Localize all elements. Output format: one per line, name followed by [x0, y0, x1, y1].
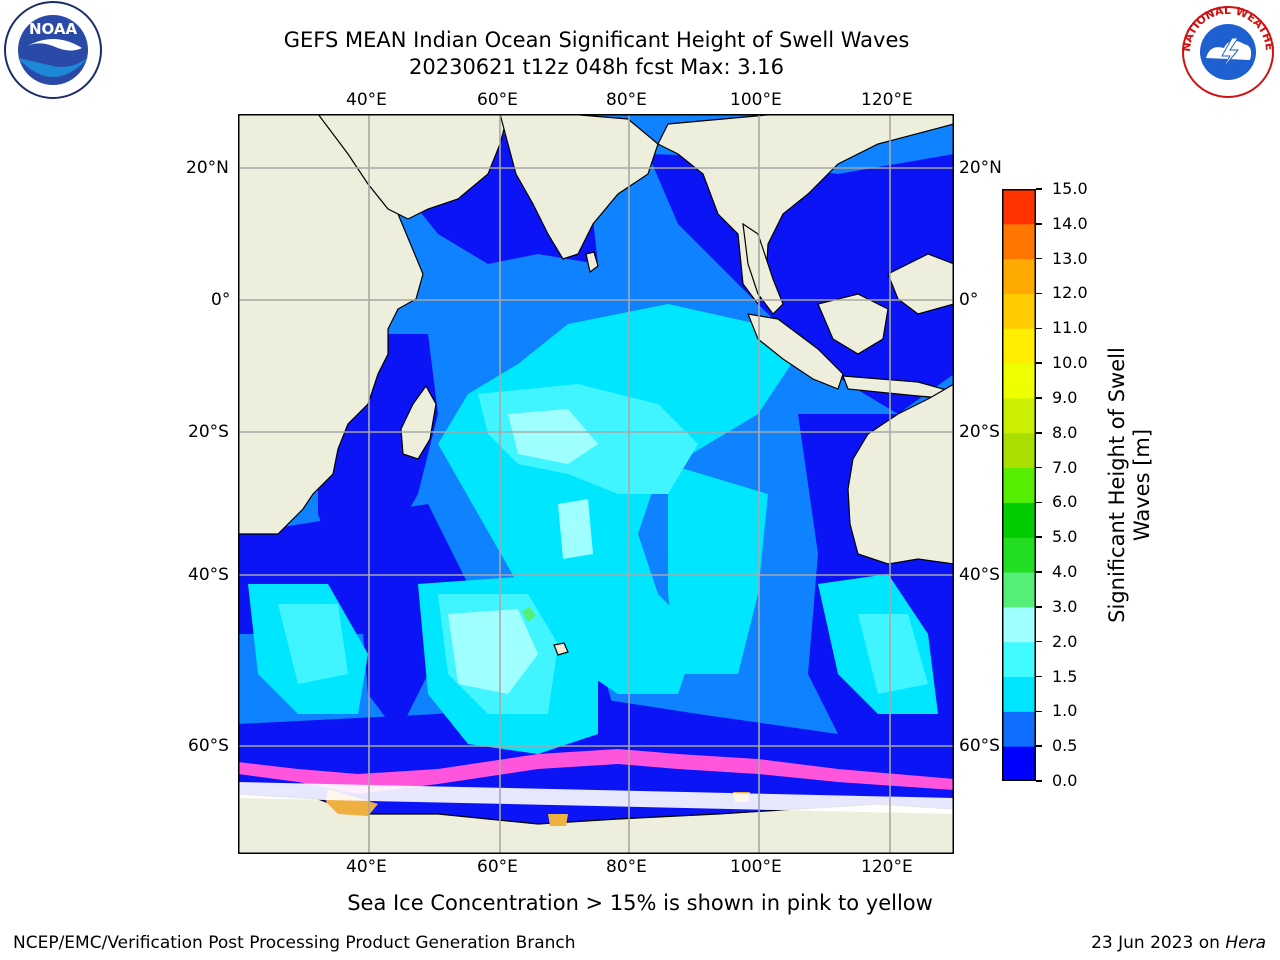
nws-logo: NATIONAL WEATHER SERVICE — [1172, 0, 1280, 102]
colorbar-level-label: 11.0 — [1052, 318, 1088, 338]
colorbar-level-label: 0.5 — [1052, 736, 1078, 756]
lon-label-bottom-60e: 60°E — [477, 857, 518, 877]
colorbar-tick — [1036, 397, 1042, 399]
colorbar-segment — [1002, 363, 1036, 399]
colorbar-tick — [1036, 223, 1042, 225]
lat-label-right-60s: 60°S — [959, 736, 1000, 756]
colorbar-segment — [1002, 502, 1036, 538]
colorbar-segment — [1002, 572, 1036, 608]
colorbar-level-label: 5.0 — [1052, 527, 1078, 547]
map-title: GEFS MEAN Indian Ocean Significant Heigh… — [283, 28, 910, 52]
colorbar-frame — [1002, 189, 1036, 781]
colorbar-segment — [1002, 467, 1036, 503]
colorbar — [1002, 189, 1036, 781]
sea-ice-caption: Sea Ice Concentration > 15% is shown in … — [347, 891, 933, 915]
colorbar-tick — [1036, 571, 1042, 573]
colorbar-tick — [1036, 432, 1042, 434]
lon-label-top-120e: 120°E — [861, 90, 913, 110]
colorbar-tick — [1036, 466, 1042, 469]
colorbar-segment — [1002, 432, 1036, 469]
colorbar-tick — [1036, 675, 1042, 678]
lat-label-left-60s: 60°S — [188, 736, 229, 756]
colorbar-tick — [1036, 780, 1042, 782]
colorbar-level-label: 3.0 — [1052, 596, 1078, 616]
footer-date-text: 23 Jun 2023 on — [1091, 933, 1226, 953]
colorbar-level-label: 15.0 — [1052, 179, 1088, 198]
colorbar-tick — [1036, 745, 1042, 747]
colorbar-tick — [1036, 710, 1042, 713]
map-frame — [238, 114, 954, 854]
lat-label-right-20n: 20°N — [959, 158, 1002, 178]
colorbar-segment — [1002, 676, 1036, 712]
lat-label-left-20s: 20°S — [188, 422, 229, 442]
colorbar-level-label: 1.0 — [1052, 701, 1078, 721]
colorbar-level-label: 7.0 — [1052, 457, 1078, 477]
lat-label-left-0: 0° — [211, 290, 231, 310]
colorbar-level-label: 14.0 — [1052, 213, 1088, 233]
colorbar-tick — [1036, 327, 1042, 330]
lon-label-bottom-120e: 120°E — [861, 857, 913, 877]
lon-label-top-40e: 40°E — [346, 90, 387, 110]
colorbar-level-label: 1.5 — [1052, 666, 1078, 686]
colorbar-title: Significant Height of Swell Waves [m] — [1105, 347, 1154, 623]
lat-label-left-20n: 20°N — [186, 158, 229, 178]
colorbar-level-label: 13.0 — [1052, 248, 1088, 268]
colorbar-segment — [1002, 223, 1036, 260]
lon-label-top-100e: 100°E — [730, 90, 782, 110]
sea-ice-edge — [238, 749, 954, 826]
lon-label-top-60e: 60°E — [477, 90, 518, 110]
noaa-logo-text: NOAA — [29, 20, 78, 38]
lat-label-right-0: 0° — [959, 290, 979, 310]
colorbar-level-label: 0.0 — [1052, 771, 1078, 790]
colorbar-segment — [1002, 711, 1036, 747]
lon-label-bottom-40e: 40°E — [346, 857, 387, 877]
graticule — [238, 114, 954, 854]
colorbar-tick — [1036, 362, 1042, 364]
lon-label-top-80e: 80°E — [606, 90, 647, 110]
lon-label-bottom-80e: 80°E — [606, 857, 647, 877]
lat-label-right-20s: 20°S — [959, 422, 1000, 442]
noaa-logo: NOAA — [0, 0, 106, 106]
colorbar-tick — [1036, 606, 1042, 608]
colorbar-segment — [1002, 641, 1036, 678]
colorbar-tick — [1036, 292, 1042, 295]
colorbar-tick — [1036, 501, 1042, 504]
land-masses — [238, 114, 954, 854]
footer-date: 23 Jun 2023 on Hera — [1091, 933, 1266, 953]
colorbar-segment — [1002, 746, 1036, 781]
map-subtitle: 20230621 t12z 048h fcst Max: 3.16 — [409, 55, 784, 79]
swell-peak-area — [522, 607, 536, 622]
colorbar-level-label: 12.0 — [1052, 283, 1088, 303]
colorbar-segment — [1002, 397, 1036, 434]
colorbar-segment — [1002, 189, 1036, 225]
colorbar-tick — [1036, 188, 1042, 190]
colorbar-level-label: 8.0 — [1052, 422, 1078, 442]
colorbar-level-label: 9.0 — [1052, 387, 1078, 407]
colorbar-segment — [1002, 328, 1036, 364]
colorbar-segment — [1002, 606, 1036, 643]
lon-label-bottom-100e: 100°E — [730, 857, 782, 877]
footer-host: Hera — [1225, 933, 1266, 953]
colorbar-segment — [1002, 537, 1036, 573]
colorbar-segment — [1002, 258, 1036, 294]
swell-height-map — [238, 114, 954, 854]
colorbar-level-label: 10.0 — [1052, 353, 1088, 373]
colorbar-level-label: 2.0 — [1052, 631, 1078, 651]
colorbar-tick — [1036, 257, 1042, 260]
lat-label-left-40s: 40°S — [188, 565, 229, 585]
footer-credit: NCEP/EMC/Verification Post Processing Pr… — [13, 933, 576, 953]
colorbar-tick — [1036, 536, 1042, 538]
lat-label-right-40s: 40°S — [959, 565, 1000, 585]
swell-band-2.0-3.0 — [448, 409, 598, 694]
colorbar-segment — [1002, 293, 1036, 329]
colorbar-level-label: 6.0 — [1052, 492, 1078, 512]
colorbar-tick — [1036, 640, 1042, 643]
colorbar-level-label: 4.0 — [1052, 562, 1078, 582]
